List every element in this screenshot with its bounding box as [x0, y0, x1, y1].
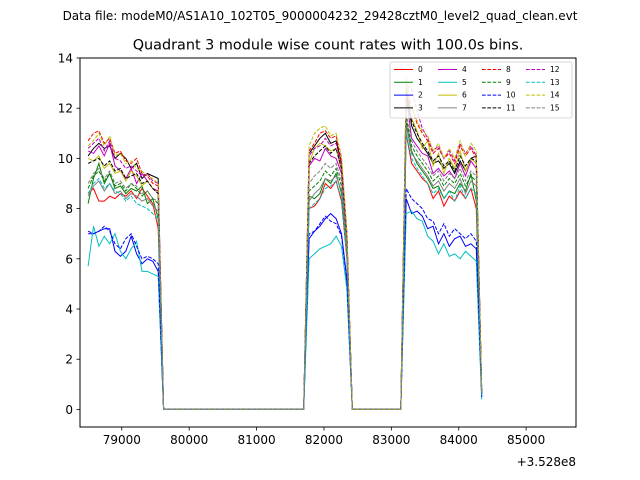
legend-label-9: 9 — [506, 78, 511, 87]
series-line-12 — [87, 84, 483, 410]
y-tick-label: 6 — [65, 252, 73, 266]
legend-label-1: 1 — [418, 78, 423, 87]
series-line-5 — [87, 210, 483, 410]
x-tick-label: 82000 — [305, 433, 343, 447]
legend-label-15: 15 — [550, 103, 560, 112]
y-tick-label: 4 — [65, 303, 73, 317]
legend-label-6: 6 — [462, 91, 467, 100]
legend-label-4: 4 — [462, 65, 467, 74]
series-line-3 — [87, 88, 483, 410]
x-tick-label: 84000 — [440, 433, 478, 447]
series-line-13 — [87, 133, 483, 410]
x-tick-label: 80000 — [170, 433, 208, 447]
legend-label-14: 14 — [550, 91, 560, 100]
x-tick-label: 85000 — [507, 433, 545, 447]
series-line-4 — [87, 95, 483, 410]
y-tick-label: 10 — [58, 152, 73, 166]
y-tick-label: 2 — [65, 353, 73, 367]
legend-label-11: 11 — [506, 103, 516, 112]
axes-frame — [79, 57, 577, 428]
x-tick-label: 83000 — [372, 433, 410, 447]
legend-label-12: 12 — [550, 65, 560, 74]
series-line-6 — [87, 83, 483, 410]
legend-label-5: 5 — [462, 78, 467, 87]
x-tick-label: 79000 — [103, 433, 141, 447]
series-line-7 — [87, 125, 483, 410]
series-line-1 — [87, 123, 483, 410]
legend-label-3: 3 — [418, 103, 423, 112]
x-tick-label: 81000 — [237, 433, 275, 447]
plot-lines — [87, 78, 483, 410]
series-line-11 — [87, 98, 483, 410]
chart-suptitle: Data file: modeM0/AS1A10_102T05_90000042… — [63, 9, 578, 23]
legend-label-2: 2 — [418, 91, 423, 100]
chart-title: Quadrant 3 module wise count rates with … — [133, 38, 524, 54]
legend-label-8: 8 — [506, 65, 511, 74]
series-line-15 — [87, 113, 483, 410]
legend-label-10: 10 — [506, 91, 516, 100]
legend-label-7: 7 — [462, 103, 467, 112]
y-tick-label: 0 — [65, 403, 73, 417]
series-line-9 — [87, 118, 483, 410]
y-axis: 0 2 4 6 8 10 12 14 — [58, 52, 80, 417]
y-tick-label: 14 — [58, 52, 73, 66]
series-line-8 — [87, 92, 483, 410]
x-axis: 79000 80000 81000 82000 83000 84000 85000 — [103, 427, 545, 447]
legend-label-0: 0 — [418, 65, 423, 74]
legend-box — [389, 61, 573, 119]
y-tick-label: 12 — [58, 102, 73, 116]
series-line-2 — [88, 198, 483, 410]
y-tick-label: 8 — [65, 202, 73, 216]
x-offset-label: +3.528e8 — [517, 455, 576, 469]
series-line-14 — [87, 78, 483, 410]
series-line-10 — [87, 186, 483, 410]
legend-label-13: 13 — [550, 78, 560, 87]
